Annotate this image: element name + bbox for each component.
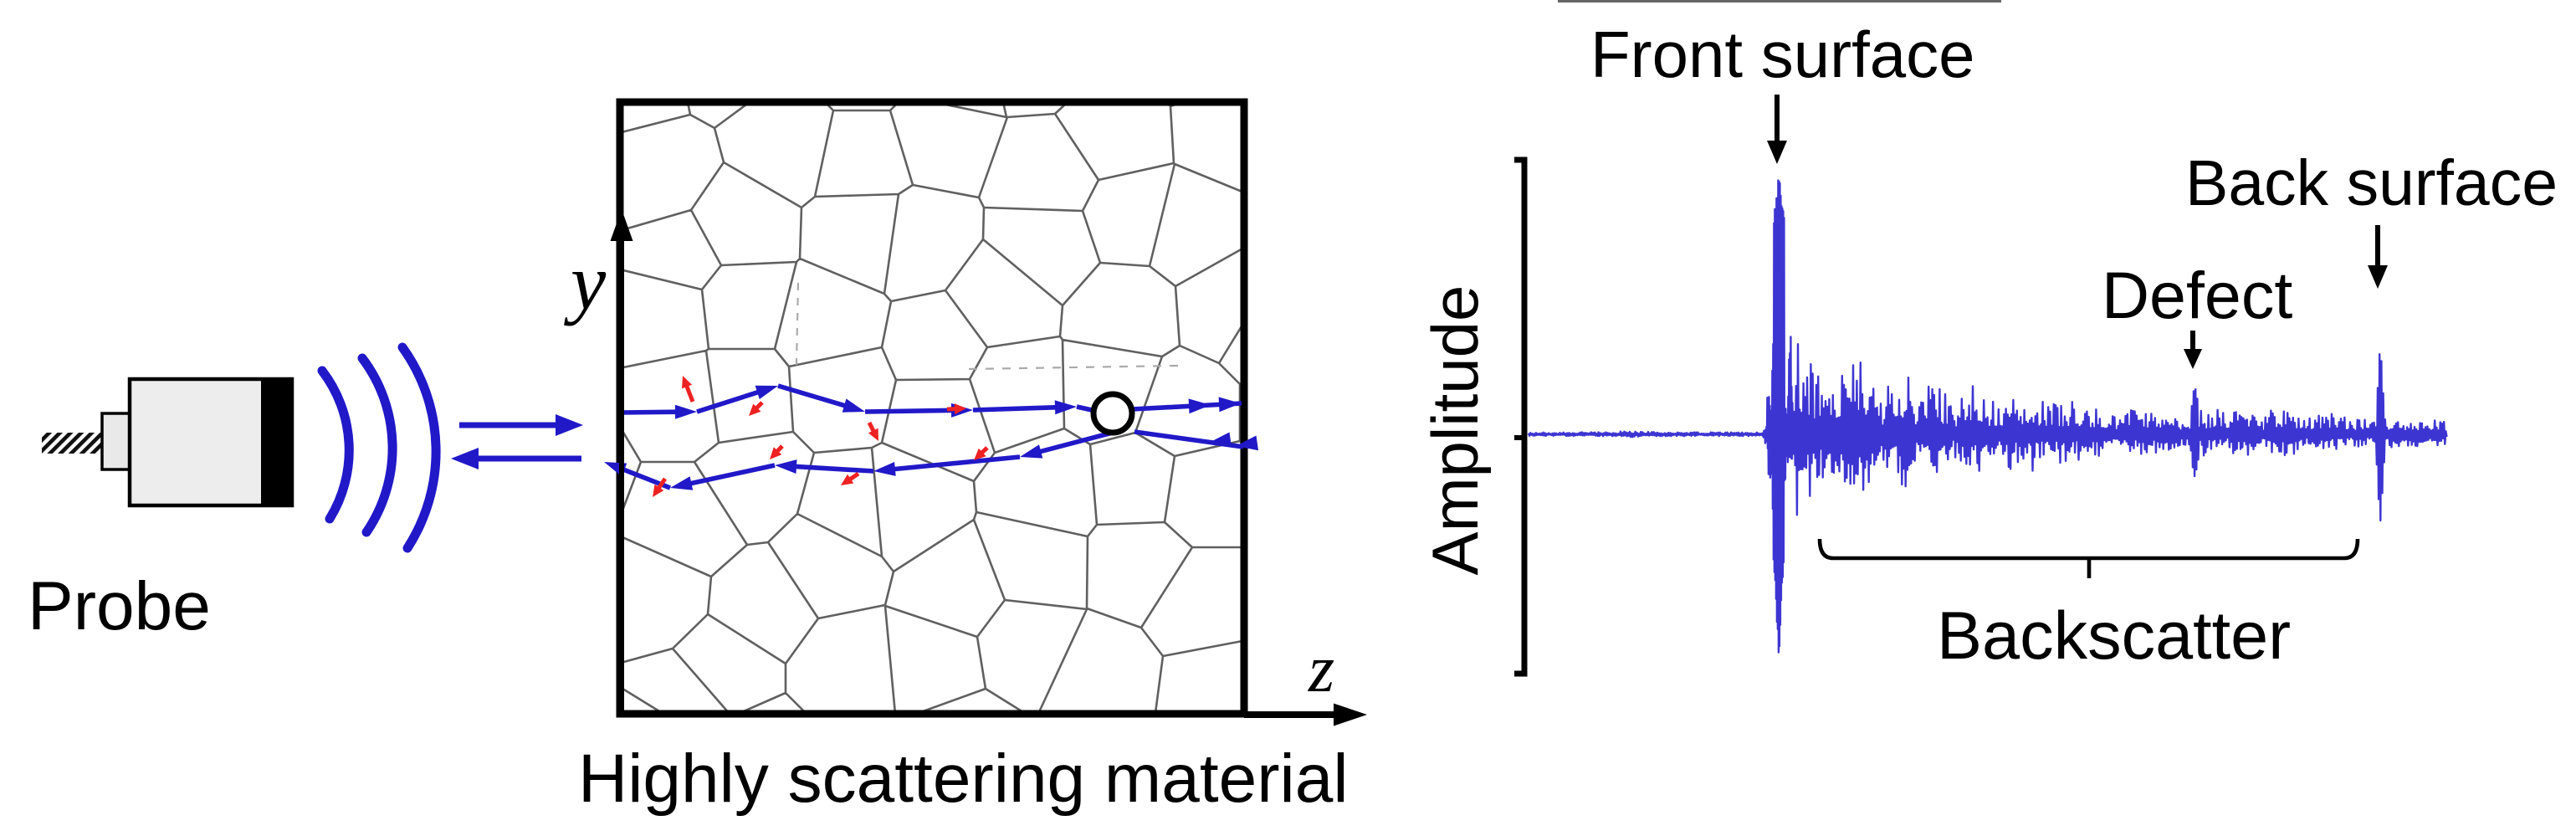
- svg-text:Amplitude: Amplitude: [1418, 285, 1492, 576]
- svg-text:y: y: [564, 238, 607, 326]
- svg-text:Back surface: Back surface: [2185, 147, 2558, 219]
- svg-text:Front surface: Front surface: [1590, 18, 1975, 91]
- svg-text:z: z: [1308, 633, 1334, 706]
- svg-text:Probe: Probe: [28, 568, 211, 644]
- svg-text:Highly scattering material: Highly scattering material: [578, 741, 1349, 817]
- svg-text:Backscatter: Backscatter: [1937, 598, 2291, 674]
- svg-text:Defect: Defect: [2102, 258, 2292, 332]
